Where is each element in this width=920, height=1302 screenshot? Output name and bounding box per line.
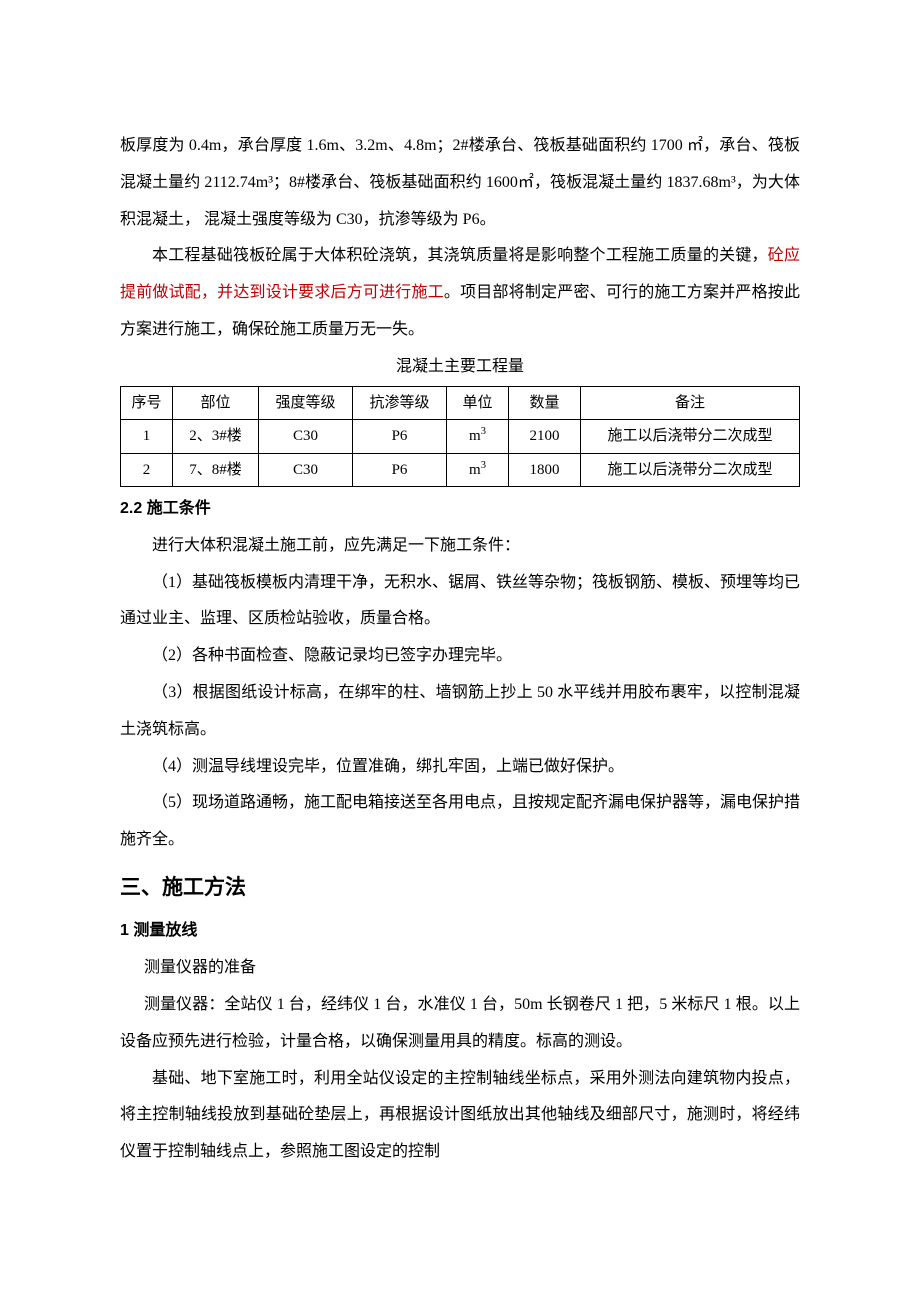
- table-header-row: 序号 部位 强度等级 抗渗等级 单位 数量 备注: [121, 386, 800, 420]
- paragraph-intro-2: 本工程基础筏板砼属于大体积砼浇筑，其浇筑质量将是影响整个工程施工质量的关键，砼应…: [120, 238, 800, 348]
- sec3-1-p3: 基础、地下室施工时，利用全站仪设定的主控制轴线坐标点，采用外测法向建筑物内投点，…: [120, 1061, 800, 1171]
- cell-grade: C30: [259, 453, 353, 487]
- cell-qty: 2100: [509, 420, 581, 454]
- cell-note: 施工以后浇带分二次成型: [581, 453, 800, 487]
- th-part: 部位: [173, 386, 259, 420]
- cell-part: 7、8#楼: [173, 453, 259, 487]
- paragraph-intro-1: 板厚度为 0.4m，承台厚度 1.6m、3.2m、4.8m；2#楼承台、筏板基础…: [120, 128, 800, 238]
- sec22-item-5: （5）现场道路通畅，施工配电箱接送至各用电点，且按规定配齐漏电保护器等，漏电保护…: [120, 785, 800, 859]
- sec22-item-3: （3）根据图纸设计标高，在绑牢的柱、墙钢筋上抄上 50 水平线并用胶布裹牢，以控…: [120, 675, 800, 749]
- th-perm: 抗渗等级: [353, 386, 447, 420]
- sec3-1-p1: 测量仪器的准备: [120, 950, 800, 987]
- cell-unit: m3: [447, 420, 509, 454]
- th-qty: 数量: [509, 386, 581, 420]
- table-title: 混凝土主要工程量: [120, 349, 800, 386]
- sec3-1-p2: 测量仪器：全站仪 1 台，经纬仪 1 台，水准仪 1 台，50m 长钢卷尺 1 …: [120, 987, 800, 1061]
- sec22-item-4: （4）测温导线埋设完毕，位置准确，绑扎牢固，上端已做好保护。: [120, 749, 800, 786]
- sec22-intro: 进行大体积混凝土施工前，应先满足一下施工条件：: [120, 528, 800, 565]
- heading-2-2: 2.2 施工条件: [120, 491, 800, 528]
- concrete-quantity-table: 序号 部位 强度等级 抗渗等级 单位 数量 备注 1 2、3#楼 C30 P6 …: [120, 386, 800, 488]
- sec22-item-2: （2）各种书面检查、隐蔽记录均已签字办理完毕。: [120, 638, 800, 675]
- cell-note: 施工以后浇带分二次成型: [581, 420, 800, 454]
- th-seq: 序号: [121, 386, 173, 420]
- heading-section-3: 三、施工方法: [120, 863, 800, 913]
- cell-perm: P6: [353, 453, 447, 487]
- table-row: 1 2、3#楼 C30 P6 m3 2100 施工以后浇带分二次成型: [121, 420, 800, 454]
- cell-perm: P6: [353, 420, 447, 454]
- th-note: 备注: [581, 386, 800, 420]
- cell-seq: 1: [121, 420, 173, 454]
- cell-qty: 1800: [509, 453, 581, 487]
- cell-grade: C30: [259, 420, 353, 454]
- cell-seq: 2: [121, 453, 173, 487]
- th-grade: 强度等级: [259, 386, 353, 420]
- cell-part: 2、3#楼: [173, 420, 259, 454]
- th-unit: 单位: [447, 386, 509, 420]
- heading-3-1: 1 测量放线: [120, 913, 800, 950]
- document-page: 板厚度为 0.4m，承台厚度 1.6m、3.2m、4.8m；2#楼承台、筏板基础…: [0, 0, 920, 1302]
- table-row: 2 7、8#楼 C30 P6 m3 1800 施工以后浇带分二次成型: [121, 453, 800, 487]
- para2-text-a: 本工程基础筏板砼属于大体积砼浇筑，其浇筑质量将是影响整个工程施工质量的关键，: [152, 247, 768, 264]
- cell-unit: m3: [447, 453, 509, 487]
- sec22-item-1: （1）基础筏板模板内清理干净，无积水、锯屑、铁丝等杂物；筏板钢筋、模板、预埋等均…: [120, 565, 800, 639]
